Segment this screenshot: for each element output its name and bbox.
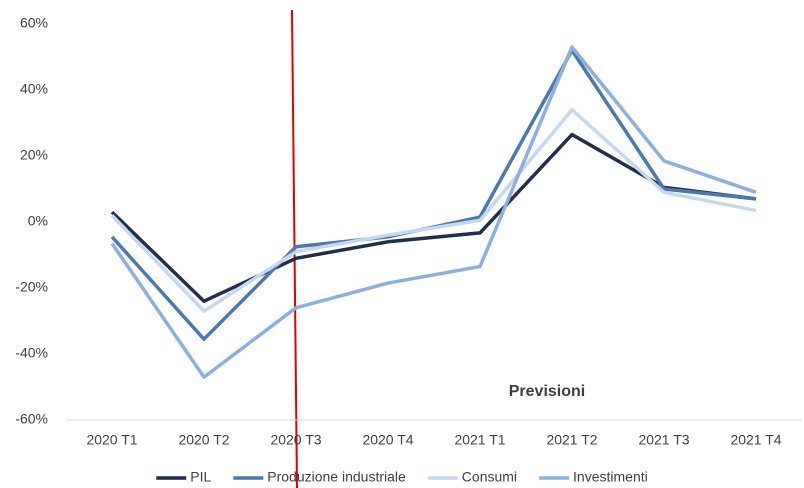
- y-tick-label: 40%: [20, 81, 48, 97]
- annotation: Previsioni: [509, 383, 585, 400]
- x-tick-label: 2020 T3: [270, 432, 321, 448]
- y-tick-label: 0%: [28, 213, 48, 229]
- series-line: [110, 48, 757, 341]
- x-tick-label: 2021 T3: [638, 432, 689, 448]
- x-tick-label: 2021 T2: [546, 432, 597, 448]
- series-line: [110, 45, 757, 379]
- x-tick-label: 2021 T4: [730, 432, 781, 448]
- legend-label: Investimenti: [573, 469, 648, 485]
- y-tick-label: -60%: [15, 411, 48, 427]
- legend-label: Produzione industriale: [267, 469, 406, 485]
- y-tick-label: 60%: [20, 15, 48, 31]
- y-tick-label: -20%: [15, 279, 48, 295]
- series-line: [110, 108, 757, 313]
- x-tick-label: 2020 T4: [362, 432, 413, 448]
- x-tick-label: 2020 T1: [86, 432, 137, 448]
- y-tick-label: 20%: [20, 147, 48, 163]
- y-tick-label: -40%: [15, 345, 48, 361]
- x-tick-label: 2021 T1: [454, 432, 505, 448]
- x-tick-label: 2020 T2: [178, 432, 229, 448]
- legend-label: Consumi: [462, 469, 517, 485]
- legend-label: PIL: [190, 469, 211, 485]
